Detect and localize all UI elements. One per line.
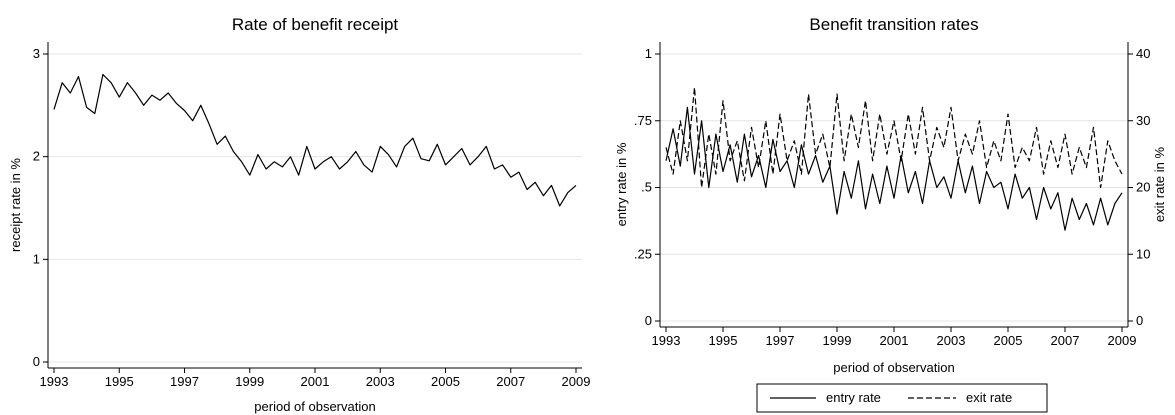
x-tick-label: 1995 <box>105 374 134 389</box>
x-tick-label: 1995 <box>709 333 738 348</box>
y-tick-label: 3 <box>33 46 40 61</box>
chart-title: Rate of benefit receipt <box>232 15 399 34</box>
y-axis-label: entry rate in % <box>614 142 629 226</box>
x-tick-label: 2001 <box>880 333 909 348</box>
chart-title: Benefit transition rates <box>809 15 978 34</box>
x-tick-label: 1993 <box>652 333 681 348</box>
chart-1: 1993 1995 1997 1999 2001 2003 2005 2007 2009 0 1 2 3… <box>8 15 590 414</box>
y-tick-label: 1 <box>645 46 652 61</box>
y-tick-label: .25 <box>634 246 652 261</box>
legend-label: entry rate <box>826 390 881 405</box>
x-tick-label: 1993 <box>40 374 69 389</box>
x-tick-label: 2007 <box>1051 333 1080 348</box>
legend-label: exit rate <box>966 390 1012 405</box>
y-tick-label: .75 <box>634 113 652 128</box>
y-tick-label: 2 <box>33 149 40 164</box>
y-tick-label: 1 <box>33 251 40 266</box>
x-tick-label: 2003 <box>366 374 395 389</box>
y-right-tick-label: 0 <box>1136 313 1143 328</box>
y-tick-label: 0 <box>33 354 40 369</box>
x-tick-label: 1997 <box>170 374 199 389</box>
x-tick-label: 2001 <box>301 374 330 389</box>
y-axis-right-label: exit rate in % <box>1152 146 1167 222</box>
x-tick-label: 1997 <box>766 333 795 348</box>
x-tick-label: 1999 <box>823 333 852 348</box>
y-tick-label: 0 <box>645 313 652 328</box>
y-axis-label: receipt rate in % <box>8 158 23 252</box>
x-tick-label: 1999 <box>235 374 264 389</box>
y-tick-label: .5 <box>641 180 652 195</box>
y-right-tick-label: 10 <box>1136 246 1150 261</box>
x-axis-label: period of observation <box>254 399 375 414</box>
x-tick-label: 2007 <box>496 374 525 389</box>
x-axis-label: period of observation <box>833 360 954 375</box>
series-line-exit-rate <box>665 86 1123 189</box>
x-tick-label: 2005 <box>431 374 460 389</box>
x-tick-label: 2009 <box>1108 333 1137 348</box>
x-tick-label: 2005 <box>994 333 1023 348</box>
x-tick-label: 2003 <box>937 333 966 348</box>
series-line-entry-rate <box>665 106 1123 231</box>
chart-2: 1993 1995 1997 1999 2001 2003 2005 2007 20090.25… <box>614 15 1167 413</box>
y-right-tick-label: 30 <box>1136 113 1150 128</box>
x-tick-label: 2009 <box>562 374 591 389</box>
series-line-1 <box>53 73 577 207</box>
y-right-tick-label: 20 <box>1136 180 1150 195</box>
y-right-tick-label: 40 <box>1136 46 1150 61</box>
